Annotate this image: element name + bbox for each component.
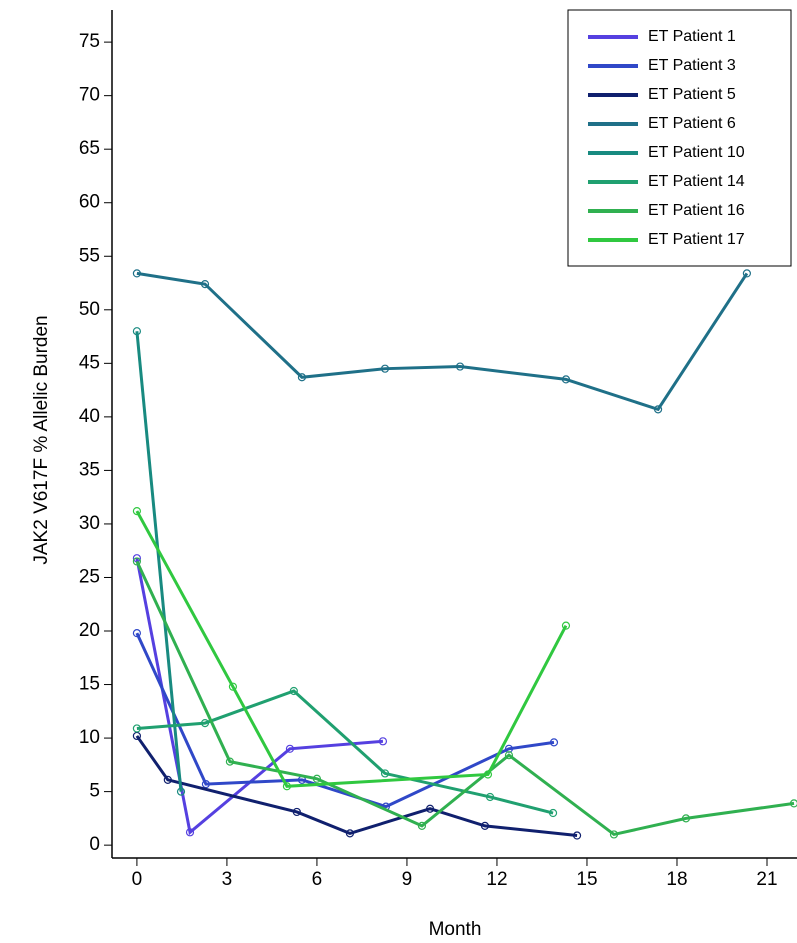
data-point: [132, 506, 142, 516]
legend-label: ET Patient 16: [648, 202, 745, 219]
data-point: [789, 799, 797, 808]
y-tick-label: 20: [79, 620, 100, 641]
data-point: [380, 769, 390, 778]
data-point: [483, 770, 493, 779]
x-tick-label: 3: [222, 869, 233, 890]
y-tick-label: 35: [79, 459, 100, 480]
y-tick-label: 25: [79, 566, 100, 587]
data-point: [132, 629, 142, 638]
data-point: [561, 621, 571, 630]
series-line: [135, 560, 795, 837]
y-tick-label: 10: [79, 727, 100, 748]
data-point: [572, 831, 582, 840]
data-point: [312, 774, 322, 783]
data-point: [417, 821, 427, 830]
data-point: [609, 830, 619, 839]
series-line: [135, 510, 568, 788]
data-point: [200, 718, 210, 728]
series-line: [136, 271, 749, 412]
data-point: [345, 829, 355, 838]
x-tick-label: 12: [486, 869, 507, 890]
legend-label: ET Patient 6: [648, 115, 736, 132]
data-point: [425, 804, 435, 813]
data-point: [485, 792, 495, 802]
data-point: [163, 775, 172, 784]
x-tick-label: 21: [756, 869, 777, 890]
y-tick-label: 15: [79, 674, 100, 695]
data-point: [455, 362, 465, 371]
data-point: [504, 751, 514, 760]
legend-box: [567, 9, 792, 267]
data-point: [176, 787, 186, 796]
y-tick-label: 70: [79, 85, 100, 106]
y-tick-label: 5: [89, 781, 100, 802]
data-point: [561, 375, 571, 384]
data-point: [742, 269, 751, 278]
data-point: [653, 405, 663, 414]
data-point: [548, 808, 558, 818]
data-point: [480, 821, 490, 830]
legend-label: ET Patient 10: [648, 144, 745, 161]
legend-label: ET Patient 1: [648, 28, 736, 45]
data-point: [132, 557, 142, 566]
y-tick-label: 45: [79, 352, 100, 373]
data-point: [285, 744, 295, 753]
x-tick-label: 6: [312, 869, 323, 890]
series-line: [135, 331, 183, 792]
data-point: [132, 327, 142, 336]
data-point: [681, 814, 691, 823]
data-point: [201, 780, 211, 789]
series-line: [135, 735, 578, 838]
y-tick-label: 55: [79, 245, 100, 266]
data-point: [282, 782, 292, 791]
y-tick-label: 0: [89, 834, 100, 855]
series-line: [135, 557, 384, 836]
y-tick-label: 60: [79, 192, 100, 213]
data-point: [185, 828, 195, 837]
x-tick-label: 0: [132, 869, 143, 890]
x-tick-label: 9: [402, 869, 413, 890]
legend-label: ET Patient 3: [648, 57, 736, 74]
legend-label: ET Patient 17: [648, 231, 745, 248]
data-point: [378, 737, 388, 746]
data-point: [132, 269, 142, 278]
data-point: [549, 738, 559, 747]
data-point: [200, 280, 210, 289]
y-tick-label: 30: [79, 513, 100, 534]
x-tick-label: 15: [576, 869, 597, 890]
legend-label: ET Patient 5: [648, 86, 736, 103]
data-point: [225, 757, 235, 766]
y-tick-label: 40: [79, 406, 100, 427]
data-point: [289, 686, 298, 696]
series-line: [135, 632, 555, 809]
y-tick-label: 75: [79, 31, 100, 52]
data-point: [228, 682, 238, 691]
data-point: [297, 373, 307, 382]
legend-label: ET Patient 14: [648, 173, 745, 190]
y-axis-label: JAK2 V617F % Allelic Burden: [31, 315, 52, 564]
y-tick-label: 50: [79, 299, 100, 320]
x-tick-label: 18: [666, 869, 687, 890]
data-point: [292, 807, 301, 817]
data-point: [132, 724, 142, 733]
series-line: [136, 689, 554, 815]
x-axis-label: Month: [429, 919, 482, 940]
y-tick-label: 65: [79, 138, 100, 159]
data-point: [380, 364, 390, 373]
